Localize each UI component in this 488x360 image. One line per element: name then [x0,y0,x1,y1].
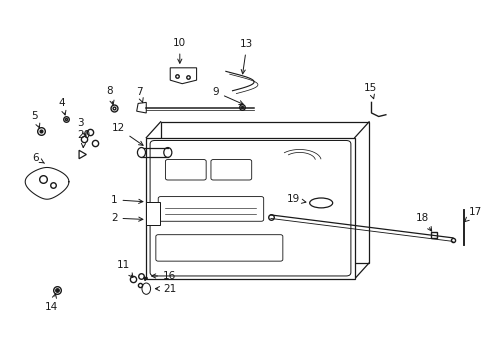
Text: 12: 12 [111,123,143,145]
Text: 10: 10 [173,39,186,63]
Text: 19: 19 [286,194,305,204]
Text: 18: 18 [415,212,431,231]
Text: 6: 6 [33,153,44,163]
Bar [146,202,160,225]
Text: 8: 8 [106,86,114,105]
Text: 14: 14 [45,294,59,312]
Text: 9: 9 [212,87,243,104]
Text: 11: 11 [117,260,133,278]
Ellipse shape [137,148,145,157]
Text: 1: 1 [111,195,142,205]
Text: 3: 3 [77,118,86,136]
Text: 21: 21 [155,284,176,294]
Polygon shape [146,138,354,279]
Text: 2: 2 [111,213,142,223]
Text: 15: 15 [363,82,376,99]
Text: 4: 4 [58,98,66,115]
Text: 20: 20 [77,130,90,148]
Text: 7: 7 [136,87,143,103]
Text: 13: 13 [240,40,253,74]
Text: 17: 17 [464,207,481,222]
Text: 5: 5 [31,111,40,128]
Text: 16: 16 [151,271,176,281]
